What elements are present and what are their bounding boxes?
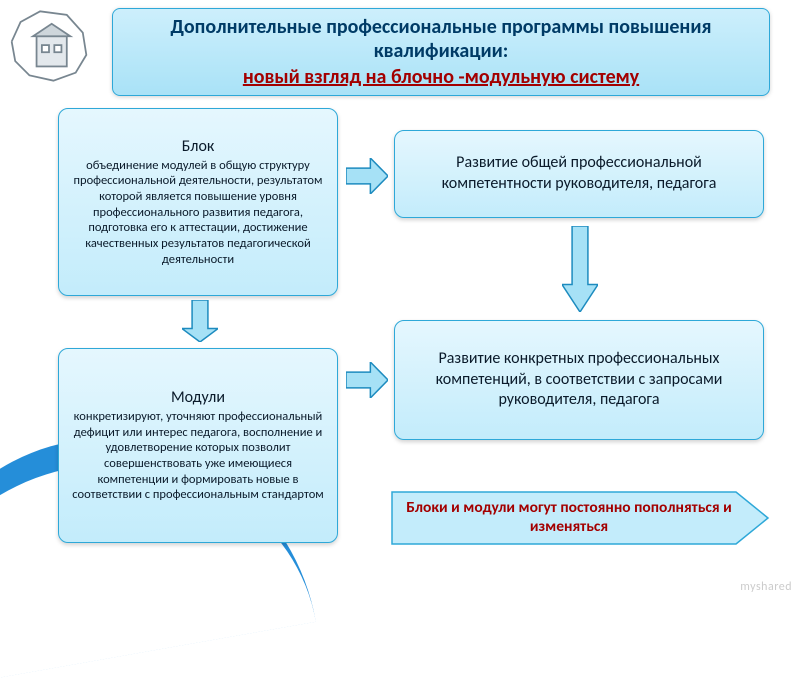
- header-title: Дополнительные профессиональные программ…: [129, 15, 753, 63]
- corner-logo-icon: [4, 6, 94, 86]
- arrow-general-to-specific: [562, 226, 598, 312]
- node-block: Блок объединение модулей в общую структу…: [58, 108, 338, 296]
- node-modules: Модули конкретизируют, уточняют професси…: [58, 348, 338, 543]
- header-subtitle: новый взгляд на блочно -модульную систем…: [129, 65, 753, 90]
- node-modules-body: конкретизируют, уточняют профессиональны…: [69, 409, 327, 503]
- arrow-modules-to-specific: [346, 362, 388, 398]
- footer-callout: Блоки и модули могут постоянно пополнять…: [390, 490, 770, 546]
- header-box: Дополнительные профессиональные программ…: [112, 8, 770, 96]
- node-block-body: объединение модулей в общую структуру пр…: [69, 158, 327, 267]
- arrow-block-to-modules: [182, 300, 218, 342]
- arrow-block-to-general: [346, 158, 388, 194]
- node-general-body: Развитие общей профессиональной компетен…: [405, 153, 753, 195]
- node-modules-title: Модули: [69, 388, 327, 407]
- node-general-competence: Развитие общей профессиональной компетен…: [394, 130, 764, 218]
- node-block-title: Блок: [69, 137, 327, 156]
- watermark: myshared: [740, 580, 792, 594]
- node-specific-competence: Развитие конкретных профессиональных ком…: [394, 320, 764, 440]
- node-specific-body: Развитие конкретных профессиональных ком…: [405, 349, 753, 411]
- footer-text: Блоки и модули могут постоянно пополнять…: [402, 490, 736, 546]
